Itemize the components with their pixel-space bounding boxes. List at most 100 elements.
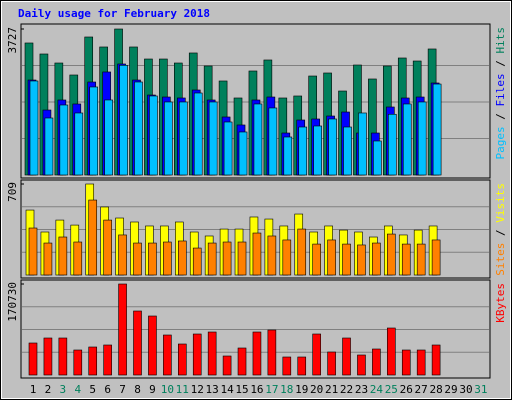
bar [268, 107, 278, 176]
x-tick-label: 7 [119, 383, 126, 396]
legend: Sites / Visits [494, 183, 507, 276]
x-tick-label: 5 [89, 383, 96, 396]
bar [223, 121, 233, 176]
bar [402, 103, 412, 176]
bar [88, 199, 98, 276]
legend: KBytes [494, 283, 507, 323]
bar [118, 234, 127, 276]
bar [327, 239, 336, 276]
bar [222, 355, 232, 376]
bar [372, 242, 381, 276]
bar [327, 351, 336, 376]
bar [401, 243, 411, 276]
bar [342, 337, 351, 376]
bar [74, 112, 84, 176]
bar [282, 356, 292, 376]
bar [328, 118, 337, 176]
bar [193, 92, 203, 176]
bar [343, 126, 352, 176]
x-tick-label: 16 [250, 383, 263, 396]
bar [118, 283, 127, 376]
x-tick-label: 18 [280, 383, 293, 396]
bar [149, 95, 158, 176]
x-tick-label: 11 [176, 383, 189, 396]
y-tick-label: 170730 [6, 282, 19, 322]
bar [28, 227, 38, 276]
x-tick-label: 1 [30, 383, 37, 396]
x-tick-label: 27 [415, 383, 428, 396]
bar [58, 236, 68, 276]
bar [148, 315, 157, 376]
bar [207, 331, 217, 376]
bar [267, 329, 277, 376]
bar [103, 344, 112, 376]
chart-title: Daily usage for February 2018 [18, 7, 210, 20]
bar [43, 337, 53, 376]
bar [401, 349, 411, 376]
bar [58, 337, 68, 376]
x-tick-label: 31 [474, 383, 487, 396]
bar [373, 140, 382, 176]
bar [134, 81, 143, 176]
bar [222, 241, 232, 276]
x-tick-label: 24 [370, 383, 384, 396]
bar [88, 346, 98, 376]
x-tick-label: 26 [400, 383, 413, 396]
legend: Pages / Files / Hits [494, 27, 507, 160]
bar [357, 244, 366, 276]
x-tick-label: 9 [149, 383, 156, 396]
bar [387, 233, 396, 276]
bar [73, 241, 83, 276]
x-tick-label: 29 [444, 383, 457, 396]
bar [297, 228, 307, 276]
bar [178, 343, 187, 376]
x-tick-label: 19 [295, 383, 308, 396]
bar [416, 349, 426, 376]
x-tick-label: 22 [340, 383, 353, 396]
x-tick-label: 3 [60, 383, 67, 396]
legend-entry: Hits [494, 27, 507, 54]
legend-entry: KBytes [494, 283, 507, 323]
bar [417, 101, 427, 176]
bar [416, 243, 426, 276]
bar [178, 240, 187, 276]
bar [104, 99, 113, 176]
bar [29, 80, 39, 176]
y-tick-label: 709 [6, 182, 19, 202]
x-tick-label: 25 [385, 383, 398, 396]
bar [387, 327, 396, 376]
bar [44, 117, 54, 176]
bar [192, 247, 202, 276]
bar [252, 331, 262, 376]
bar [253, 103, 263, 176]
bar [312, 333, 321, 376]
bar [133, 242, 142, 276]
legend-separator: / [494, 107, 507, 127]
bar [432, 83, 442, 176]
x-tick-label: 13 [206, 383, 219, 396]
x-tick-label: 17 [265, 383, 278, 396]
legend-entry: Files [494, 73, 507, 106]
bar [431, 344, 441, 376]
legend-separator: / [494, 223, 507, 243]
bar [163, 334, 172, 376]
bar [43, 242, 53, 276]
x-tick-label: 10 [161, 383, 174, 396]
bar [313, 125, 322, 176]
bar [252, 232, 262, 276]
x-tick-label: 14 [220, 383, 234, 396]
bar [179, 101, 188, 176]
bar [73, 349, 83, 376]
x-tick-label: 6 [104, 383, 111, 396]
bar [342, 243, 351, 276]
bar [358, 112, 367, 176]
x-tick-label: 15 [235, 383, 248, 396]
bar [357, 354, 366, 376]
bar [237, 241, 247, 276]
legend-entry: Visits [494, 183, 507, 223]
bar [237, 347, 247, 376]
bar [89, 86, 99, 176]
